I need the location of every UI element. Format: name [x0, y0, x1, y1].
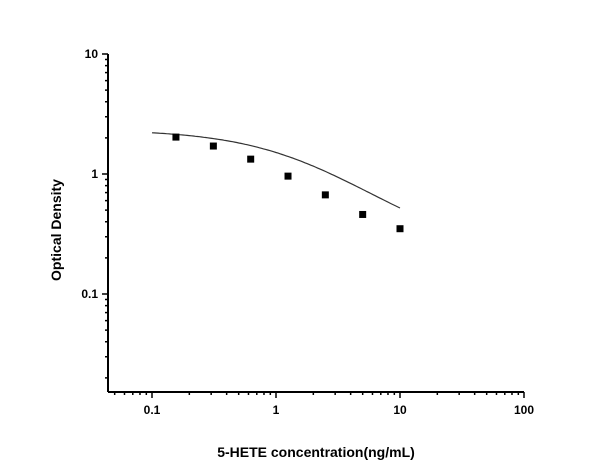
fit-line [151, 132, 401, 209]
x-tick-label: 100 [514, 403, 534, 417]
data-point-marker [396, 225, 404, 233]
data-point-marker [247, 155, 255, 163]
y-axis-title: Optical Density [48, 179, 64, 281]
data-points [172, 133, 404, 233]
x-tick-label: 0.1 [144, 403, 161, 417]
data-point-marker [359, 210, 367, 218]
y-tick-label: 10 [85, 47, 99, 61]
x-axis-title: 5-HETE concentration(ng/mL) [217, 444, 415, 460]
data-point-marker [284, 172, 292, 180]
x-tick-label: 1 [273, 403, 280, 417]
fitted-curve [151, 132, 401, 209]
y-tick-label: 0.1 [81, 287, 98, 301]
y-tick-label: 1 [91, 167, 98, 181]
x-tick-label: 10 [393, 403, 407, 417]
axes: 0.1 1 10 0.1 1 10 100 [81, 47, 534, 417]
data-point-marker [209, 142, 217, 150]
data-point-marker [321, 191, 329, 199]
data-point-marker [172, 133, 180, 141]
